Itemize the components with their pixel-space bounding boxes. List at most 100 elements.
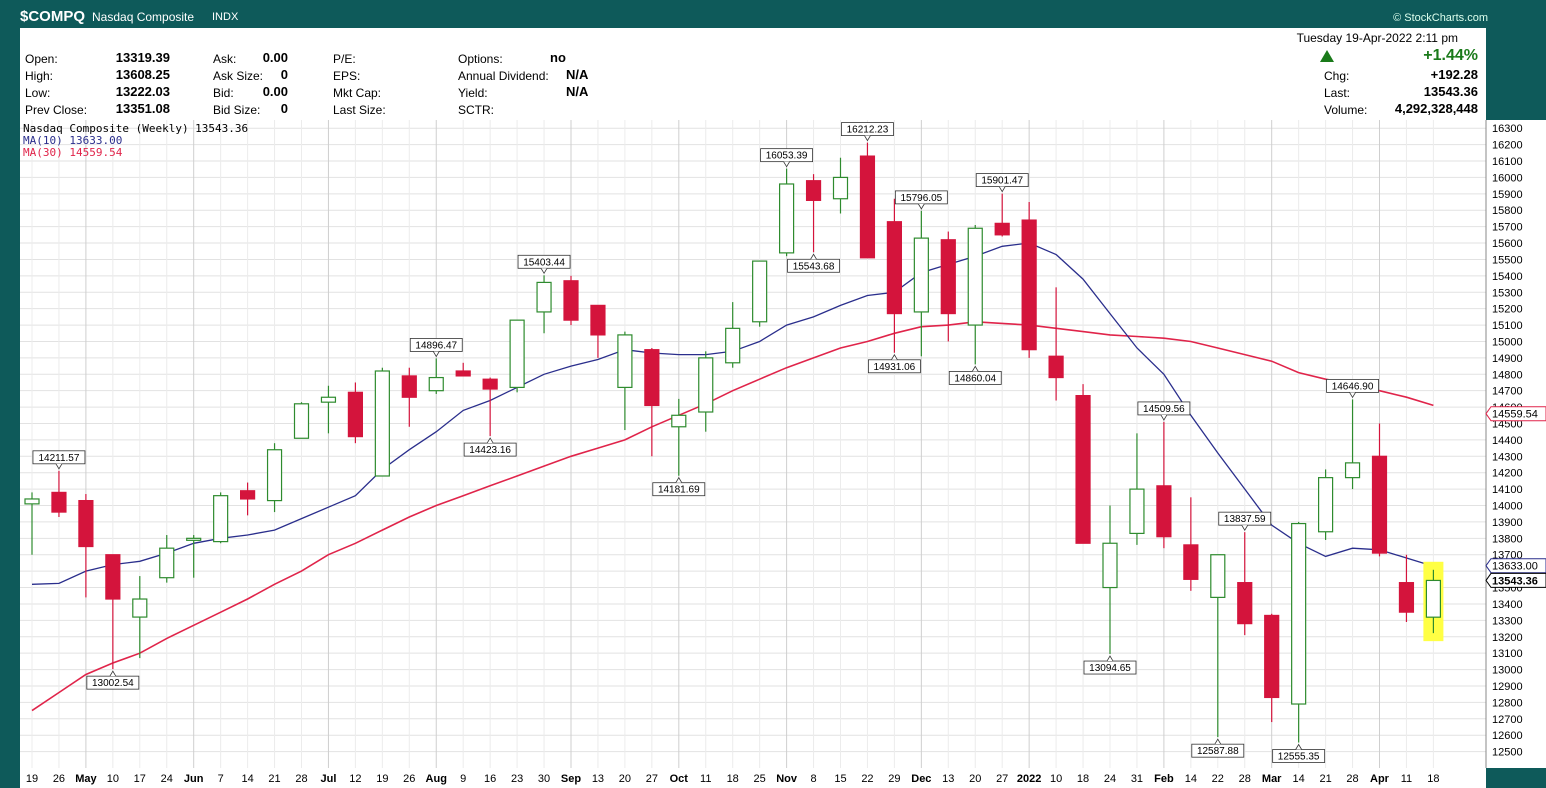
candle-body — [725, 327, 741, 364]
brand-logo[interactable]: © StockCharts.com — [1393, 12, 1488, 24]
candle[interactable] — [132, 576, 148, 659]
candle[interactable] — [1317, 469, 1334, 540]
bid-label: Bid: — [213, 86, 234, 100]
candle[interactable] — [78, 494, 94, 598]
candle-body — [752, 260, 768, 323]
candle[interactable] — [590, 304, 606, 358]
chg-label: Chg: — [1324, 69, 1350, 83]
candle-body — [240, 490, 256, 500]
candle[interactable] — [725, 302, 741, 368]
candle[interactable] — [347, 382, 363, 444]
candle[interactable] — [859, 142, 876, 259]
annotation-text: 14860.04 — [954, 373, 996, 384]
candle[interactable] — [671, 398, 687, 476]
candle[interactable] — [1156, 421, 1172, 549]
quote-datetime: Tuesday 19-Apr-2022 2:11 pm — [1296, 31, 1458, 45]
plot-area[interactable] — [20, 120, 1486, 768]
annotation-pointer — [891, 354, 898, 360]
candle[interactable] — [1423, 561, 1444, 642]
candle[interactable] — [186, 535, 202, 578]
candles[interactable] — [24, 142, 1444, 743]
candle-body — [78, 499, 94, 548]
legend-ma10[interactable]: MA(10) 13633.00 — [23, 134, 123, 147]
candle[interactable] — [1183, 497, 1199, 591]
candle[interactable] — [266, 443, 283, 513]
candle[interactable] — [240, 482, 256, 516]
high-value: 13608.25 — [115, 67, 170, 82]
annotation-label: 15543.68 — [787, 253, 840, 273]
prev-close-value: 13351.08 — [115, 101, 170, 116]
candle-body — [967, 227, 983, 326]
candle[interactable] — [832, 157, 849, 214]
candle[interactable] — [213, 492, 229, 544]
candle[interactable] — [105, 554, 121, 670]
annotation-pointer — [1214, 738, 1222, 745]
candle[interactable] — [1291, 521, 1307, 743]
annotation-label: 14931.06 — [868, 354, 921, 374]
annotation-text: 15901.47 — [981, 176, 1023, 187]
up-arrow-icon — [1320, 50, 1334, 62]
yield-value: N/A — [566, 84, 589, 99]
candle[interactable] — [455, 362, 471, 377]
legend-ma30[interactable]: MA(30) 14559.54 — [23, 146, 123, 159]
candle[interactable] — [1129, 433, 1145, 545]
candle[interactable] — [698, 351, 714, 432]
candle[interactable] — [778, 168, 795, 257]
candle[interactable] — [1237, 532, 1253, 636]
candle[interactable] — [805, 174, 822, 253]
annotation-label: 14896.47 — [409, 338, 463, 358]
y-tick-label: 15000 — [1492, 336, 1523, 348]
candle[interactable] — [320, 385, 337, 434]
candle[interactable] — [1048, 287, 1064, 401]
candle-body — [213, 495, 229, 543]
candle-body — [1425, 579, 1442, 618]
candle[interactable] — [509, 319, 525, 393]
candle[interactable] — [1210, 554, 1226, 738]
candle[interactable] — [482, 377, 498, 437]
candle[interactable] — [994, 193, 1010, 237]
candle[interactable] — [1264, 613, 1280, 723]
y-tick-label: 14800 — [1492, 369, 1523, 381]
annotation-pointer — [109, 670, 117, 677]
candle[interactable] — [24, 492, 40, 555]
candle[interactable] — [1021, 202, 1037, 358]
candle[interactable] — [617, 331, 633, 431]
candle-body — [1237, 582, 1253, 625]
open-label: Open: — [25, 52, 58, 66]
ma30-path — [31, 320, 1434, 712]
candle[interactable] — [536, 275, 552, 334]
x-tick-label: 31 — [1131, 773, 1143, 785]
y-axis: 12500 12600 12700 12800 12900 13000 13100 13200… — [1485, 120, 1546, 768]
candle[interactable] — [1398, 554, 1415, 622]
price-tag-box — [1485, 406, 1546, 422]
candle[interactable] — [1102, 505, 1118, 655]
candle[interactable] — [428, 358, 444, 394]
candle[interactable] — [913, 210, 929, 357]
ticker-symbol[interactable]: $COMPQ — [20, 8, 86, 25]
dividend-label: Annual Dividend: — [458, 69, 549, 83]
y-tick-label: 15700 — [1492, 222, 1523, 234]
quote-panel: Open: 13319.39 High: 13608.25 Low: 13222… — [20, 28, 1486, 120]
annotation-pointer — [675, 476, 683, 483]
candle-body — [913, 237, 929, 313]
candle[interactable] — [886, 198, 903, 353]
candle[interactable] — [401, 367, 417, 427]
candle[interactable] — [51, 470, 67, 518]
candle[interactable] — [1075, 384, 1091, 544]
candle[interactable] — [374, 367, 390, 477]
candle[interactable] — [940, 231, 956, 342]
candle[interactable] — [644, 348, 660, 457]
candle[interactable] — [1371, 423, 1388, 557]
x-tick-label: 7 — [218, 773, 224, 785]
candle-body — [1291, 522, 1307, 705]
annotation-pointer — [783, 161, 790, 168]
candle[interactable] — [563, 275, 579, 326]
candle[interactable] — [293, 402, 310, 439]
candle[interactable] — [159, 535, 175, 583]
annotation-label: 15901.47 — [975, 173, 1029, 193]
candle[interactable] — [752, 260, 768, 327]
annotation-pointer — [998, 186, 1006, 193]
candle[interactable] — [1344, 399, 1361, 490]
candle[interactable] — [967, 224, 983, 365]
